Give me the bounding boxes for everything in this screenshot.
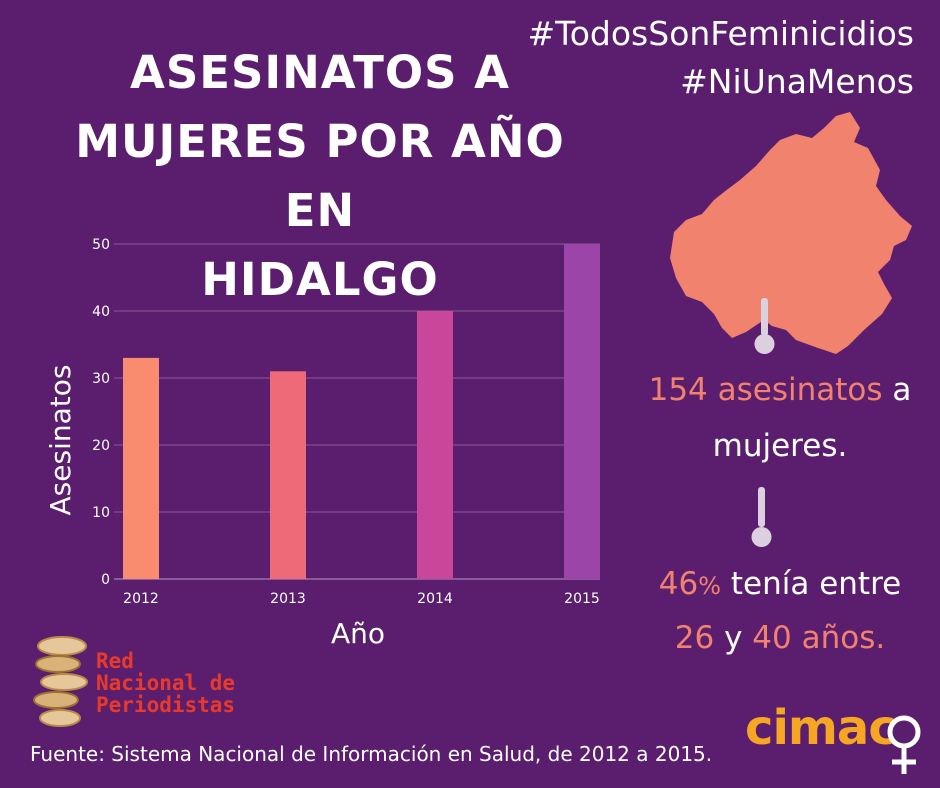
hidalgo-map-icon xyxy=(670,112,912,354)
female-symbol-icon xyxy=(887,715,921,774)
stat-total-number: 154 xyxy=(648,372,708,408)
cimac-logo: cimac xyxy=(745,700,897,756)
title-line-3: HIDALGO xyxy=(201,253,439,306)
y-tick-label: 30 xyxy=(92,371,110,387)
logo-line-2: Nacional de xyxy=(96,671,236,695)
bar-2012 xyxy=(123,357,159,579)
stat-age-percent: 46 xyxy=(658,566,699,602)
y-tick-label: 10 xyxy=(92,505,110,521)
x-tick-labels: 2012 2013 2014 2015 xyxy=(123,591,600,607)
page-title: ASESINATOS A MUJERES POR AÑO EN HIDALGO xyxy=(40,38,600,314)
stat-total-tail: a xyxy=(892,372,912,408)
stat-age-high: 40 xyxy=(752,620,792,656)
y-tick-label: 20 xyxy=(92,438,110,454)
y-tick-label: 50 xyxy=(92,237,110,253)
chart-bars xyxy=(123,244,600,579)
title-line-2: MUJERES POR AÑO EN xyxy=(75,115,565,237)
bar-2014 xyxy=(417,311,453,579)
x-tick-label-2014: 2014 xyxy=(417,591,453,607)
stat-age-low: 26 xyxy=(674,620,715,656)
x-tick-label-2013: 2013 xyxy=(270,591,306,607)
x-axis-label: Año xyxy=(331,617,385,650)
red-nacional-periodistas-logo: Red Nacional de Periodistas xyxy=(96,650,235,716)
pin-icon-1 xyxy=(754,298,775,354)
y-tick-labels: 0 10 20 30 40 50 xyxy=(92,237,110,588)
stat-age-percent-sign: % xyxy=(698,572,722,600)
stat-age-unit: años. xyxy=(801,620,886,656)
y-axis-label: Asesinatos xyxy=(44,365,77,516)
y-tick-label: 40 xyxy=(92,304,110,320)
stat-total-asesinatos: 154 asesinatos a xyxy=(630,372,930,408)
hashtag-ni-una-menos: #NiUnaMenos xyxy=(680,62,914,101)
x-tick-label-2012: 2012 xyxy=(123,591,159,607)
bar-2015 xyxy=(564,244,600,579)
title-line-1: ASESINATOS A xyxy=(130,46,510,99)
x-tick-label-2015: 2015 xyxy=(564,591,600,607)
stat-age-text: tenía entre xyxy=(730,566,902,602)
logo-line-1: Red xyxy=(96,649,134,673)
pin-icon-2 xyxy=(751,487,772,547)
hashtag-todos-son-feminicidios: #TodosSonFeminicidios xyxy=(527,14,914,53)
source-note: Fuente: Sistema Nacional de Información … xyxy=(30,742,713,766)
stat-age-range: 46% tenía entre xyxy=(630,566,930,602)
red-nacional-periodistas-logo-icon xyxy=(33,636,88,727)
stat-total-line-2: mujeres. xyxy=(712,428,848,464)
logo-line-3: Periodistas xyxy=(96,693,236,717)
stat-age-and: y xyxy=(724,620,743,656)
bar-2013 xyxy=(270,371,306,579)
chart-gridlines xyxy=(114,243,600,580)
y-tick-label: 0 xyxy=(101,572,110,588)
stat-age-range-line-2: 26 y 40 años. xyxy=(630,620,930,656)
stat-total-word: asesinatos xyxy=(717,372,883,408)
